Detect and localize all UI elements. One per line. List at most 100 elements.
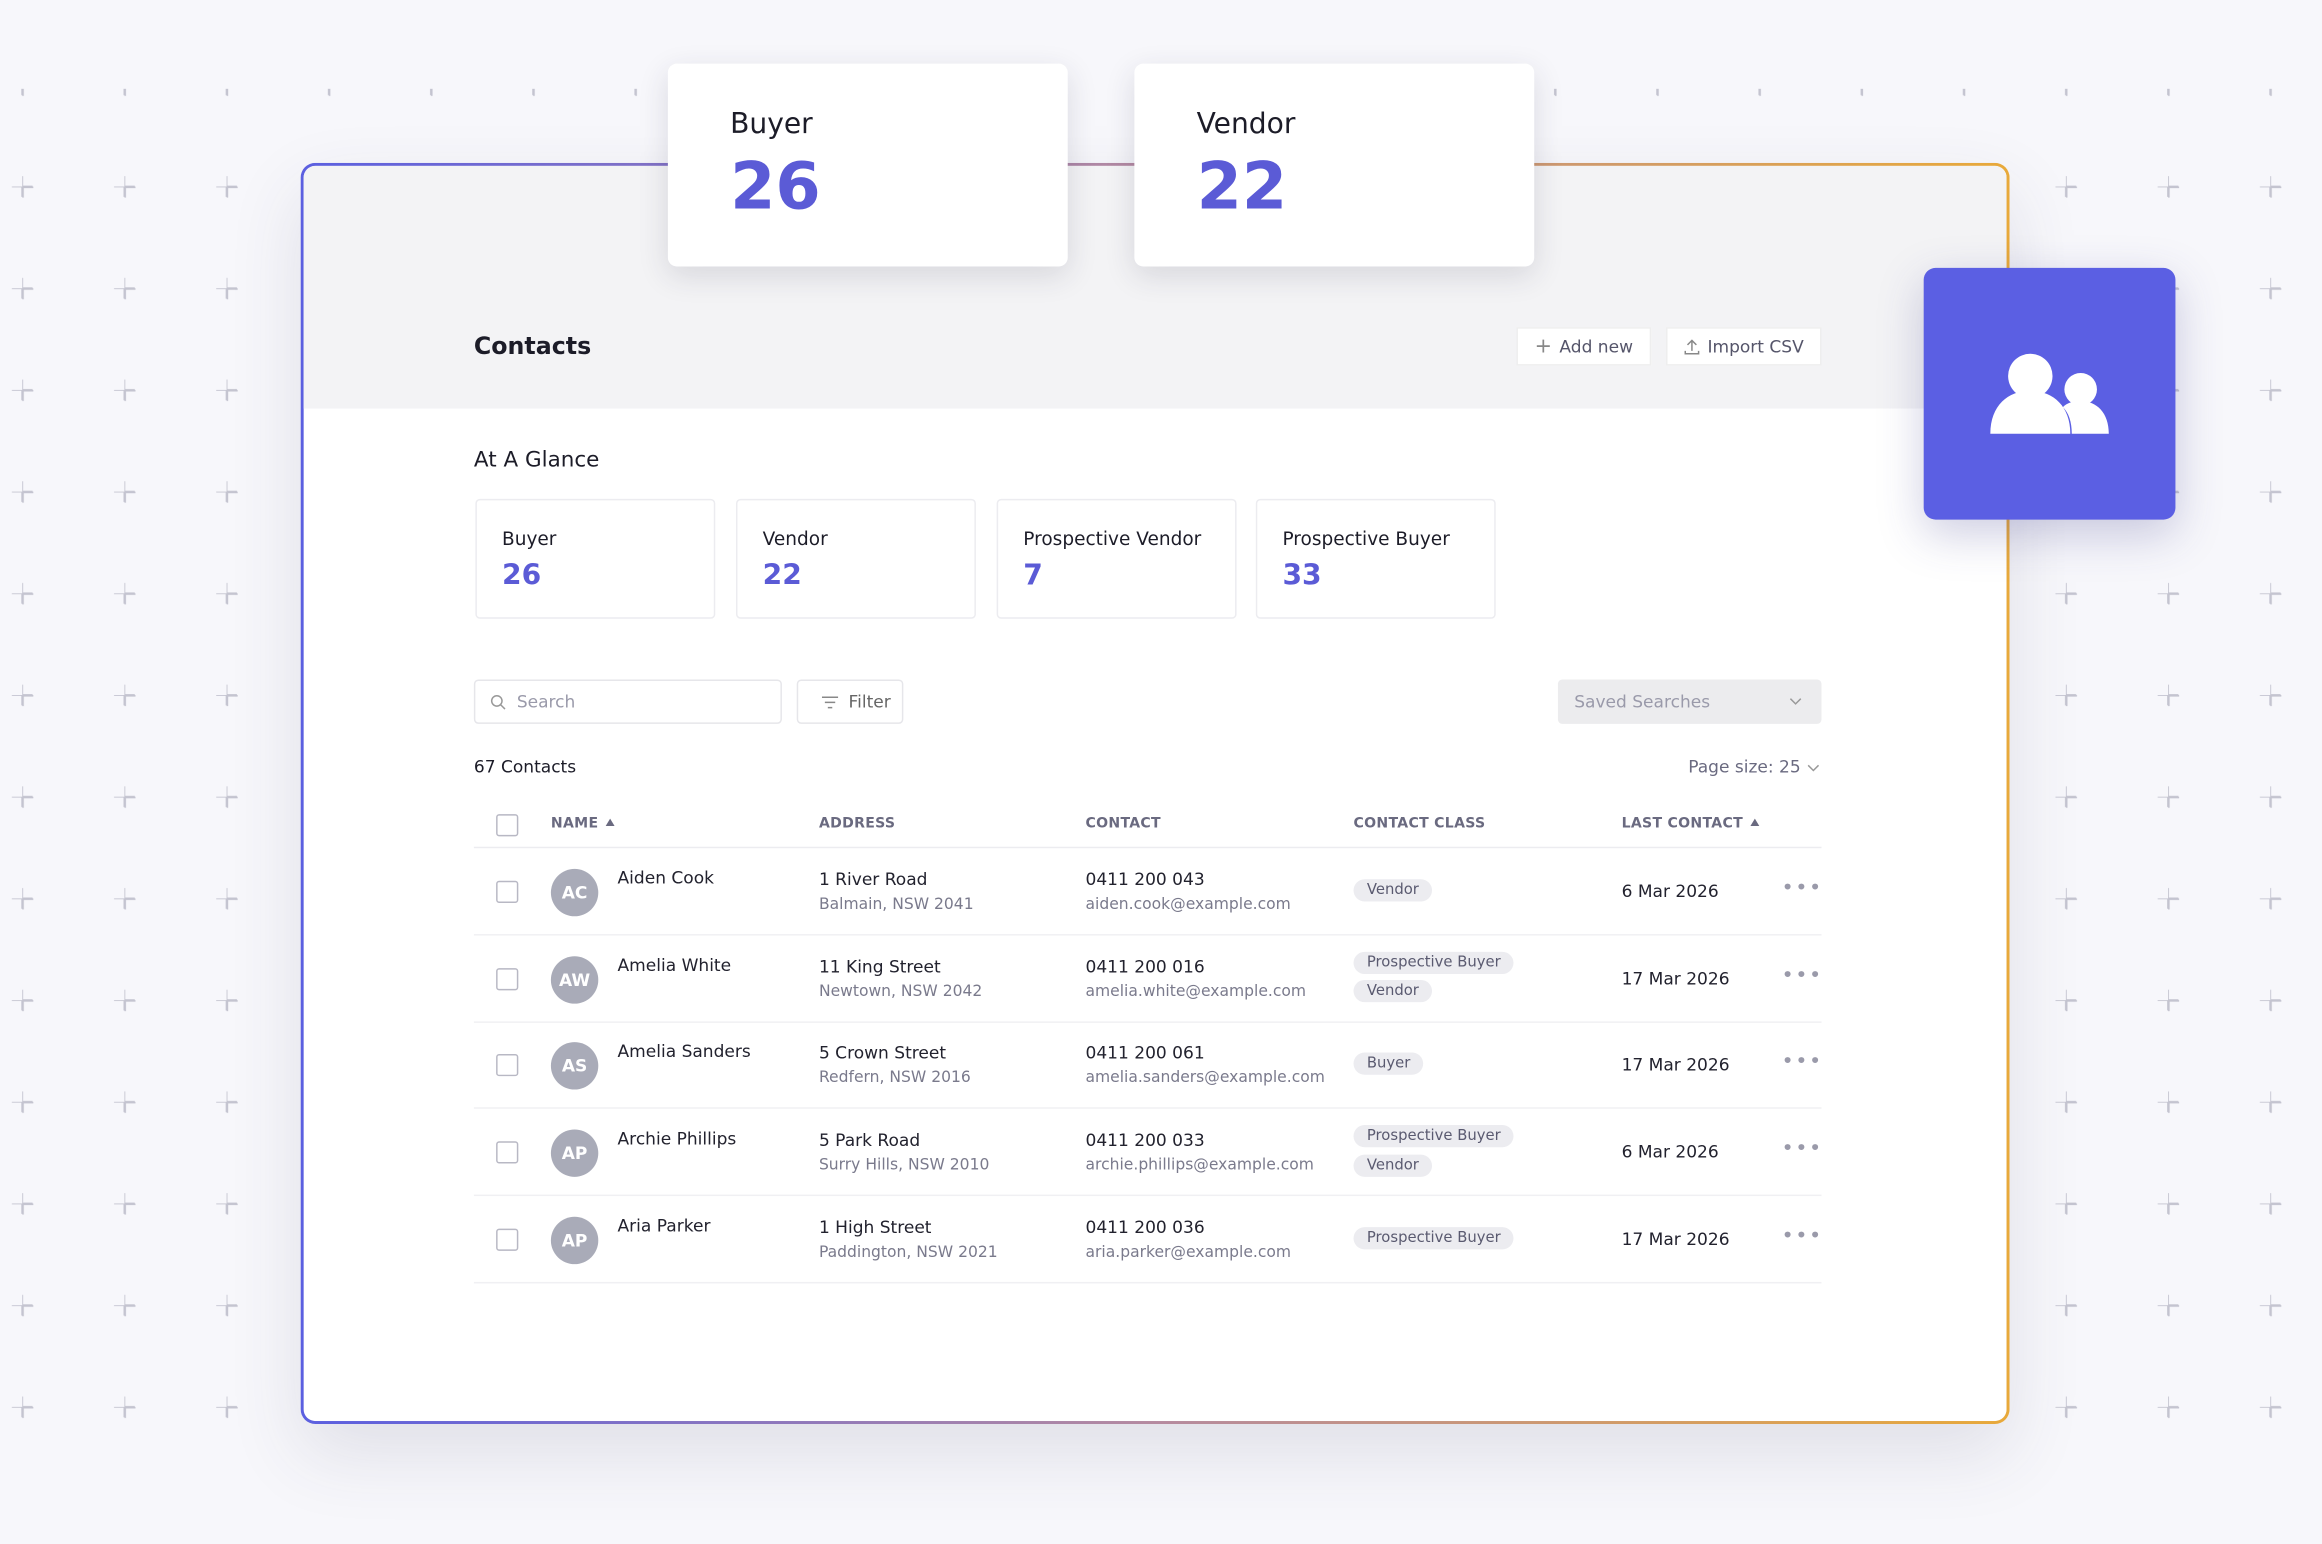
phone: 0411 200 033 [1085,1129,1205,1151]
section-title: At A Glance [473,448,600,473]
class-tag: Prospective Buyer [1353,1226,1515,1250]
avatar: AP [550,1216,599,1264]
sort-icon [605,818,615,827]
chevron-icon [1789,698,1802,705]
card-label: Buyer [730,108,813,141]
contact-name: Amelia White [617,954,732,976]
table-row: AP Archie Phillips 5 Park Road Surry Hills,… [473,1109,1823,1197]
filter-label: Filter [848,691,891,713]
phone: 0411 200 061 [1085,1042,1205,1064]
address-line: 1 High Street [818,1216,932,1238]
class-tag: Vendor [1353,980,1433,1003]
email: aria.parker@example.com [1085,1243,1292,1261]
row-menu[interactable]: ••• [1781,963,1823,987]
page-size-select[interactable]: Page size: 25 [1688,756,1819,777]
avatar: AS [550,1042,599,1091]
dropdown-label: Saved Searches [1574,691,1711,713]
header-label: NAME [550,815,599,832]
contacts-count: 67 Contacts [473,756,577,778]
address-line: 5 Crown Street [818,1042,947,1064]
avatar: AW [550,955,599,1004]
class-tag: Vendor [1353,879,1433,902]
address-line: 11 King Street [818,955,941,977]
table-row: AW Amelia White 11 King Street Newtown, NSW… [473,935,1823,1023]
select-all-checkbox[interactable] [496,814,519,837]
row-menu[interactable]: ••• [1781,876,1823,901]
filter-button[interactable]: Filter [796,679,904,724]
class-tag: Prospective Buyer [1353,951,1515,974]
card-value: 26 [730,149,821,226]
table-row: AP Aria Parker 1 High Street Paddington, NS… [473,1196,1823,1284]
card-value: 33 [1282,559,1322,593]
column-header[interactable]: LAST CONTACT [1622,816,1760,832]
phone: 0411 200 036 [1085,1216,1205,1238]
card-label: Prospective Vendor [1023,526,1202,550]
saved-searches-dropdown[interactable]: Saved Searches [1557,679,1822,724]
glance-card: Prospective Buyer 33 [1255,498,1496,619]
plus-icon: + [1534,334,1553,359]
card-label: Buyer [502,526,557,550]
column-header: CONTACT [1085,815,1161,832]
people-icon [1990,353,2109,434]
glance-card: Buyer 26 [475,498,716,619]
address-line: 5 Park Road [818,1129,921,1151]
row-menu[interactable]: ••• [1781,1137,1823,1161]
class-tag: Prospective Buyer [1353,1125,1515,1148]
contacts-panel [301,163,2010,1424]
last-contact: 17 Mar 2026 [1621,967,1730,989]
row-checkbox[interactable] [496,967,519,990]
search-icon [490,694,506,709]
chevron-icon [1807,764,1819,772]
card-value: 26 [502,559,542,593]
contact-name: Aria Parker [617,1215,711,1236]
contact-name: Aiden Cook [617,867,715,889]
card-value: 22 [762,559,802,593]
row-checkbox[interactable] [496,880,519,903]
glance-card: Prospective Vendor 7 [996,498,1237,619]
email: amelia.white@example.com [1085,982,1307,1001]
add-new-button[interactable]: + Add new [1516,327,1652,366]
floating-card: Vendor 22 [1134,63,1535,267]
avatar: AC [550,868,599,917]
row-menu[interactable]: ••• [1781,1223,1823,1248]
address-line: 1 River Road [818,868,928,890]
address-line: Redfern, NSW 2016 [818,1069,971,1088]
contact-name: Archie Phillips [617,1128,737,1149]
last-contact: 17 Mar 2026 [1621,1054,1730,1076]
contacts-icon [1923,267,2176,520]
search-input[interactable]: Search [473,679,782,724]
email: amelia.sanders@example.com [1085,1069,1325,1088]
import-csv-button[interactable]: Import CSV [1666,327,1822,366]
card-label: Prospective Buyer [1282,526,1450,550]
last-contact: 6 Mar 2026 [1621,1141,1719,1163]
row-checkbox[interactable] [496,1228,519,1251]
row-menu[interactable]: ••• [1781,1050,1823,1074]
last-contact: 17 Mar 2026 [1621,1228,1730,1250]
filter-icon [821,695,839,708]
phone: 0411 200 043 [1085,868,1205,890]
email: aiden.cook@example.com [1085,895,1291,914]
header-divider [473,846,1822,849]
upload-icon [1684,338,1700,354]
address-line: Newtown, NSW 2042 [818,982,983,1001]
last-contact: 6 Mar 2026 [1621,880,1719,902]
table-row: AC Aiden Cook 1 River Road Balmain, NSW 204… [473,848,1823,936]
search-placeholder: Search [516,691,576,713]
sort-icon [1750,818,1760,827]
glance-card: Vendor 22 [736,498,976,619]
card-label: Vendor [762,526,828,550]
floating-card: Buyer 26 [667,63,1068,267]
column-header: ADDRESS [818,815,896,832]
phone: 0411 200 016 [1085,955,1205,977]
avatar: AP [550,1129,599,1177]
row-checkbox[interactable] [496,1054,519,1077]
header-label: LAST CONTACT [1621,815,1743,832]
row-checkbox[interactable] [496,1141,519,1164]
address-line: Balmain, NSW 2041 [818,895,974,914]
column-header[interactable]: NAME [551,816,615,832]
page-title: Contacts [473,331,592,360]
address-line: Paddington, NSW 2021 [818,1243,998,1261]
card-value: 7 [1023,559,1043,593]
